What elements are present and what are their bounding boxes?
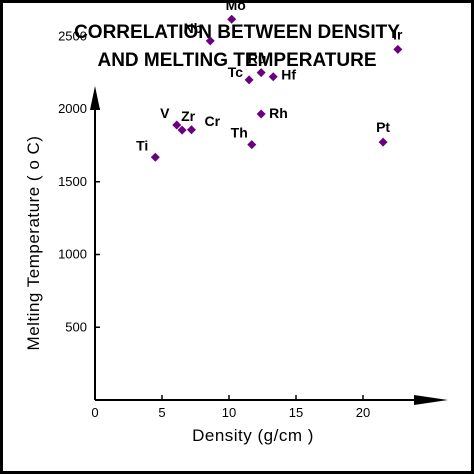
- chart-title-line-2: AND MELTING TEMPERATURE: [97, 50, 376, 71]
- data-point-ti: [150, 152, 160, 162]
- data-point-v: [172, 120, 182, 130]
- y-tick-label: 2500: [58, 28, 87, 43]
- x-tick-label: 10: [222, 405, 236, 420]
- data-point-rh: [256, 109, 266, 119]
- x-axis-ticks: 0 5 10 15 20: [91, 395, 370, 420]
- chart-frame: CORRELATION BETWEEN DENSITY AND MELTING …: [3, 3, 471, 471]
- y-axis-ticks: 5001000150020002500300035004000: [58, 28, 100, 334]
- y-tick-label: 500: [65, 319, 87, 334]
- y-tick-label: 2000: [58, 101, 87, 116]
- x-axis-label: Density (g/cm ): [192, 426, 314, 445]
- axes: [90, 86, 448, 405]
- point-label-cr: Cr: [204, 113, 220, 129]
- data-point-zr: [177, 125, 187, 135]
- data-point-th: [247, 140, 257, 150]
- point-label-v: V: [160, 105, 170, 121]
- point-label-ru: Ru: [248, 51, 267, 67]
- y-axis-arrow: [90, 86, 100, 110]
- point-label-tc: Tc: [228, 64, 244, 80]
- point-label-nb: Nb: [184, 20, 203, 36]
- x-axis-arrow: [414, 395, 448, 405]
- point-label-zr: Zr: [181, 108, 196, 124]
- point-label-mo: Mo: [226, 3, 246, 13]
- data-point-tc: [244, 75, 254, 85]
- x-tick-label: 20: [356, 405, 370, 420]
- point-label-ti: Ti: [136, 137, 148, 153]
- point-label-ir: Ir: [393, 26, 403, 42]
- data-points: TiVZrCrNbMoTcRuHfThRhTaWReOsIrPt: [136, 3, 403, 162]
- x-tick-label: 0: [91, 405, 98, 420]
- data-point-hf: [268, 72, 278, 82]
- data-point-ir: [393, 44, 403, 54]
- x-tick-label: 15: [289, 405, 303, 420]
- y-axis-label: Melting Temperature ( o C): [24, 136, 43, 351]
- y-tick-label: 1000: [58, 247, 87, 262]
- data-point-mo: [227, 14, 237, 24]
- data-point-cr: [186, 125, 196, 135]
- point-label-pt: Pt: [376, 119, 390, 135]
- data-point-nb: [205, 36, 215, 46]
- scatter-chart: CORRELATION BETWEEN DENSITY AND MELTING …: [24, 3, 448, 445]
- data-point-pt: [378, 137, 388, 147]
- point-label-rh: Rh: [269, 105, 288, 121]
- data-point-ru: [256, 68, 266, 78]
- y-tick-label: 1500: [58, 174, 87, 189]
- x-tick-label: 5: [158, 405, 165, 420]
- point-label-hf: Hf: [281, 67, 296, 83]
- point-label-th: Th: [231, 125, 248, 141]
- chart-title-line-1: CORRELATION BETWEEN DENSITY: [74, 22, 400, 43]
